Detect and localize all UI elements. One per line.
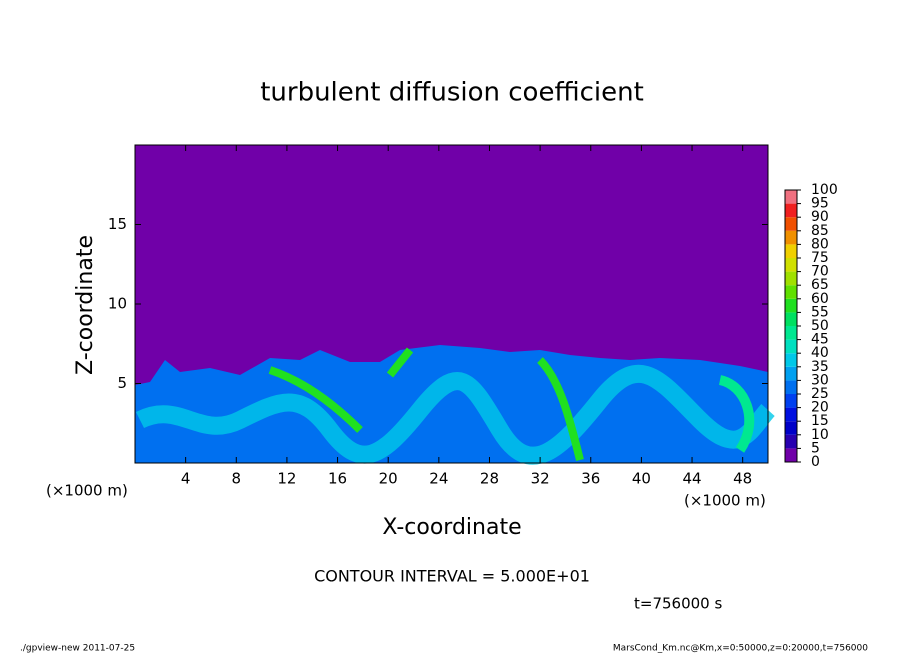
- x-tick-label: 4: [181, 470, 191, 488]
- colorbar-label: 55: [811, 304, 829, 320]
- colorbar-label: 100: [811, 182, 838, 198]
- colorbar-bin: [785, 203, 797, 218]
- colorbar-label: 0: [811, 454, 820, 470]
- colorbar-bin: [785, 407, 797, 422]
- colorbar-label: 50: [811, 318, 829, 334]
- colorbar-bin: [785, 380, 797, 394]
- colorbar-bin: [785, 448, 797, 462]
- footer-right: MarsCond_Km.nc@Km,x=0:50000,z=0:20000,t=…: [613, 644, 868, 654]
- time-note: t=756000 s: [634, 595, 722, 613]
- contour-note: CONTOUR INTERVAL = 5.000E+01: [314, 567, 590, 586]
- colorbar-bin: [785, 394, 797, 408]
- colorbar-bin: [785, 353, 797, 367]
- colorbar-bin: [785, 326, 797, 340]
- x-tick-label: 20: [379, 470, 398, 488]
- x-tick-label: 48: [733, 470, 752, 488]
- colorbar-label: 70: [811, 264, 829, 280]
- colorbar-bin: [785, 244, 797, 258]
- x-axis-label: X-coordinate: [382, 515, 521, 540]
- colorbar-label: 20: [811, 400, 829, 416]
- colorbar-bin: [785, 298, 797, 313]
- colorbar-bin: [785, 230, 797, 245]
- colorbar-bin: [785, 366, 797, 381]
- y-tick-label: 5: [117, 374, 127, 392]
- colorbar-label: 65: [811, 277, 829, 293]
- x-tick-label: 28: [480, 470, 499, 488]
- y-tick-label: 10: [108, 295, 127, 313]
- chart-title: turbulent diffusion coefficient: [260, 78, 644, 108]
- x-tick-label: 24: [429, 470, 448, 488]
- colorbar-label: 45: [811, 332, 829, 348]
- colorbar-bin: [785, 312, 797, 326]
- x-tick-label: 16: [328, 470, 347, 488]
- colorbar-label: 95: [811, 196, 829, 212]
- field: [135, 345, 775, 465]
- x-tick-label: 32: [531, 470, 550, 488]
- y-axis-label: Z-coordinate: [73, 235, 98, 375]
- y-tick-label: 15: [108, 215, 127, 233]
- colorbar-bin: [785, 271, 797, 286]
- colorbar-label: 90: [811, 209, 829, 225]
- colorbar-bin: [785, 339, 797, 354]
- colorbar-bin: [785, 285, 797, 299]
- colorbar-bin: [785, 258, 797, 272]
- y-unit: (×1000 m): [46, 482, 128, 500]
- colorbar-label: 85: [811, 223, 829, 239]
- colorbar-label: 10: [811, 427, 829, 443]
- x-tick-label: 12: [277, 470, 296, 488]
- colorbar-bin: [785, 434, 797, 449]
- colorbar-label: 25: [811, 386, 829, 402]
- x-tick-label: 36: [581, 470, 600, 488]
- colorbar-label: 60: [811, 291, 829, 307]
- colorbar-label: 30: [811, 372, 829, 388]
- x-tick-label: 8: [232, 470, 242, 488]
- colorbar-label: 40: [811, 345, 829, 361]
- x-tick-label: 40: [632, 470, 651, 488]
- x-tick-label: 44: [682, 470, 701, 488]
- colorbar-bin: [785, 190, 797, 204]
- footer-left: ./gpview-new 2011-07-25: [20, 644, 135, 654]
- colorbar-bin: [785, 421, 797, 435]
- eddy: [135, 364, 775, 465]
- eddy: [718, 375, 755, 453]
- turbulent-region: [135, 345, 768, 463]
- colorbar-label: 5: [811, 440, 820, 456]
- colorbar-label: 75: [811, 250, 829, 266]
- x-unit: (×1000 m): [684, 492, 766, 510]
- eddy: [268, 347, 584, 461]
- colorbar-bin: [785, 217, 797, 231]
- colorbar-label: 80: [811, 236, 829, 252]
- colorbar-label: 15: [811, 413, 829, 429]
- colorbar-label: 35: [811, 359, 829, 375]
